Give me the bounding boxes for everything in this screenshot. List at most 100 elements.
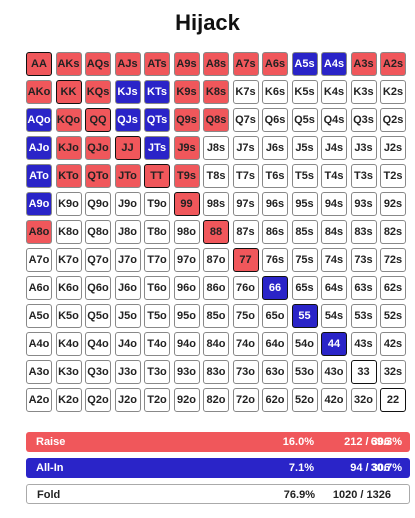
hand-cell-88[interactable]: 88	[203, 220, 229, 244]
hand-cell-74o[interactable]: 74o	[232, 332, 259, 356]
hand-cell-q4o[interactable]: Q4o	[85, 332, 111, 356]
hand-cell-96s[interactable]: 96s	[262, 192, 288, 216]
hand-cell-q9o[interactable]: Q9o	[85, 192, 111, 216]
hand-cell-k5s[interactable]: K5s	[291, 80, 318, 104]
hand-cell-k5o[interactable]: K5o	[55, 304, 82, 328]
hand-cell-82s[interactable]: 82s	[380, 220, 406, 244]
hand-cell-ato[interactable]: ATo	[26, 164, 52, 188]
hand-cell-32s[interactable]: 32s	[380, 360, 406, 384]
hand-cell-98s[interactable]: 98s	[203, 192, 229, 216]
hand-cell-92s[interactable]: 92s	[380, 192, 406, 216]
hand-cell-k9o[interactable]: K9o	[55, 192, 82, 216]
hand-cell-62s[interactable]: 62s	[380, 276, 406, 300]
hand-cell-t6s[interactable]: T6s	[262, 164, 288, 188]
hand-cell-53o[interactable]: 53o	[291, 360, 318, 384]
hand-cell-a8s[interactable]: A8s	[203, 52, 229, 76]
hand-cell-a7s[interactable]: A7s	[232, 52, 259, 76]
hand-cell-a6s[interactable]: A6s	[262, 52, 288, 76]
hand-cell-k2o[interactable]: K2o	[55, 388, 82, 412]
hand-cell-q5o[interactable]: Q5o	[85, 304, 111, 328]
hand-cell-k6s[interactable]: K6s	[262, 80, 288, 104]
hand-cell-t9s[interactable]: T9s	[173, 164, 200, 188]
hand-cell-54o[interactable]: 54o	[291, 332, 318, 356]
hand-cell-j9o[interactable]: J9o	[114, 192, 141, 216]
hand-cell-t6o[interactable]: T6o	[144, 276, 170, 300]
hand-cell-t5s[interactable]: T5s	[291, 164, 318, 188]
hand-cell-83s[interactable]: 83s	[350, 220, 377, 244]
hand-cell-73s[interactable]: 73s	[350, 248, 377, 272]
hand-cell-a6o[interactable]: A6o	[26, 276, 52, 300]
hand-cell-t2o[interactable]: T2o	[144, 388, 170, 412]
hand-cell-q8s[interactable]: Q8s	[203, 108, 229, 132]
hand-cell-95o[interactable]: 95o	[173, 304, 200, 328]
hand-cell-ajs[interactable]: AJs	[114, 52, 141, 76]
hand-cell-65s[interactable]: 65s	[291, 276, 318, 300]
hand-cell-k3s[interactable]: K3s	[350, 80, 377, 104]
hand-cell-q2o[interactable]: Q2o	[85, 388, 111, 412]
hand-cell-99[interactable]: 99	[173, 192, 200, 216]
hand-cell-93o[interactable]: 93o	[173, 360, 200, 384]
hand-cell-94s[interactable]: 94s	[321, 192, 347, 216]
hand-cell-55[interactable]: 55	[291, 304, 318, 328]
hand-cell-qto[interactable]: QTo	[85, 164, 111, 188]
hand-cell-77[interactable]: 77	[232, 248, 259, 272]
hand-cell-72s[interactable]: 72s	[380, 248, 406, 272]
hand-cell-kk[interactable]: KK	[55, 80, 82, 104]
hand-cell-42s[interactable]: 42s	[380, 332, 406, 356]
hand-cell-52s[interactable]: 52s	[380, 304, 406, 328]
hand-cell-kjs[interactable]: KJs	[114, 80, 141, 104]
hand-cell-a3s[interactable]: A3s	[350, 52, 377, 76]
hand-cell-kto[interactable]: KTo	[55, 164, 82, 188]
hand-cell-j4s[interactable]: J4s	[321, 136, 347, 160]
hand-cell-t7s[interactable]: T7s	[232, 164, 259, 188]
hand-cell-aks[interactable]: AKs	[55, 52, 82, 76]
hand-cell-92o[interactable]: 92o	[173, 388, 200, 412]
hand-cell-k4o[interactable]: K4o	[55, 332, 82, 356]
hand-cell-86s[interactable]: 86s	[262, 220, 288, 244]
hand-cell-75o[interactable]: 75o	[232, 304, 259, 328]
hand-cell-j8o[interactable]: J8o	[114, 220, 141, 244]
hand-cell-kqo[interactable]: KQo	[55, 108, 82, 132]
hand-cell-a4s[interactable]: A4s	[321, 52, 347, 76]
hand-cell-a9s[interactable]: A9s	[173, 52, 200, 76]
hand-cell-j6s[interactable]: J6s	[262, 136, 288, 160]
hand-cell-43s[interactable]: 43s	[350, 332, 377, 356]
hand-cell-k4s[interactable]: K4s	[321, 80, 347, 104]
hand-cell-84s[interactable]: 84s	[321, 220, 347, 244]
hand-cell-a2o[interactable]: A2o	[26, 388, 52, 412]
hand-cell-52o[interactable]: 52o	[291, 388, 318, 412]
hand-cell-q5s[interactable]: Q5s	[291, 108, 318, 132]
hand-cell-76s[interactable]: 76s	[262, 248, 288, 272]
hand-cell-85s[interactable]: 85s	[291, 220, 318, 244]
hand-cell-j3o[interactable]: J3o	[114, 360, 141, 384]
hand-cell-83o[interactable]: 83o	[203, 360, 229, 384]
hand-cell-jts[interactable]: JTs	[144, 136, 170, 160]
hand-cell-t4s[interactable]: T4s	[321, 164, 347, 188]
hand-cell-54s[interactable]: 54s	[321, 304, 347, 328]
hand-cell-j8s[interactable]: J8s	[203, 136, 229, 160]
hand-cell-qq[interactable]: QQ	[85, 108, 111, 132]
hand-cell-22[interactable]: 22	[380, 388, 406, 412]
hand-cell-96o[interactable]: 96o	[173, 276, 200, 300]
hand-cell-aa[interactable]: AA	[26, 52, 52, 76]
hand-cell-k3o[interactable]: K3o	[55, 360, 82, 384]
hand-cell-aqo[interactable]: AQo	[26, 108, 52, 132]
hand-cell-qjs[interactable]: QJs	[114, 108, 141, 132]
hand-cell-tt[interactable]: TT	[144, 164, 170, 188]
hand-cell-72o[interactable]: 72o	[232, 388, 259, 412]
hand-cell-j5o[interactable]: J5o	[114, 304, 141, 328]
hand-cell-k2s[interactable]: K2s	[380, 80, 406, 104]
hand-cell-66[interactable]: 66	[262, 276, 288, 300]
hand-cell-74s[interactable]: 74s	[321, 248, 347, 272]
hand-cell-a8o[interactable]: A8o	[26, 220, 52, 244]
hand-cell-75s[interactable]: 75s	[291, 248, 318, 272]
hand-cell-33[interactable]: 33	[350, 360, 377, 384]
hand-cell-kqs[interactable]: KQs	[85, 80, 111, 104]
hand-cell-93s[interactable]: 93s	[350, 192, 377, 216]
hand-cell-q3o[interactable]: Q3o	[85, 360, 111, 384]
hand-cell-q4s[interactable]: Q4s	[321, 108, 347, 132]
hand-cell-q7o[interactable]: Q7o	[85, 248, 111, 272]
hand-cell-53s[interactable]: 53s	[350, 304, 377, 328]
hand-cell-t3o[interactable]: T3o	[144, 360, 170, 384]
hand-cell-97s[interactable]: 97s	[232, 192, 259, 216]
